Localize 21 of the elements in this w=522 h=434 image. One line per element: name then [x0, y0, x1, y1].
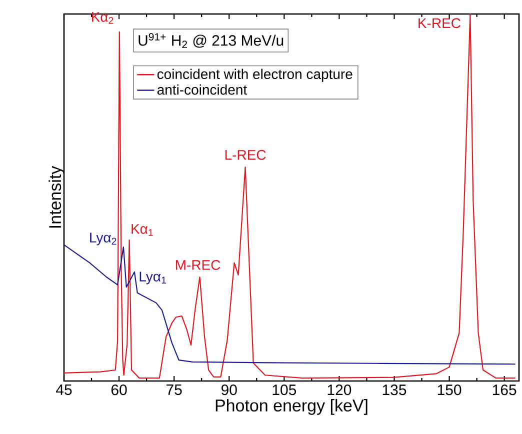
x-tick-label: 45 [56, 384, 72, 395]
annotation: Lyα$_{1}$ [140, 272, 166, 284]
annotation: Kα$_{1}$ [132, 224, 153, 236]
x-tick-label: 120 [328, 384, 352, 396]
annotation: K-REC [418, 18, 460, 28]
x-axis-title: Photon energy [keV] [216, 399, 368, 415]
x-tick-label: 105 [272, 384, 296, 396]
x-tick-label: 150 [438, 384, 462, 396]
x-tick-label: 75 [166, 384, 182, 395]
y-axis-title: Intensity [48, 166, 64, 228]
legend-title: U$^{91+}$ H$_{2}$ @ 213 MeV/u [138, 33, 284, 48]
x-tick-label: 60 [111, 384, 127, 396]
annotation: L-REC [225, 150, 266, 160]
x-tick-label: 165 [492, 384, 516, 396]
legend-label: anti-coincident [157, 84, 247, 95]
legend-label: coincident with electron capture [157, 68, 352, 82]
x-tick-label: 135 [382, 384, 406, 396]
x-tick-label: 90 [221, 384, 237, 396]
annotation: Kα$_{2}$ [92, 12, 114, 24]
annotation: Lyα$_{2}$ [90, 232, 116, 246]
annotation: M-REC [176, 260, 220, 270]
